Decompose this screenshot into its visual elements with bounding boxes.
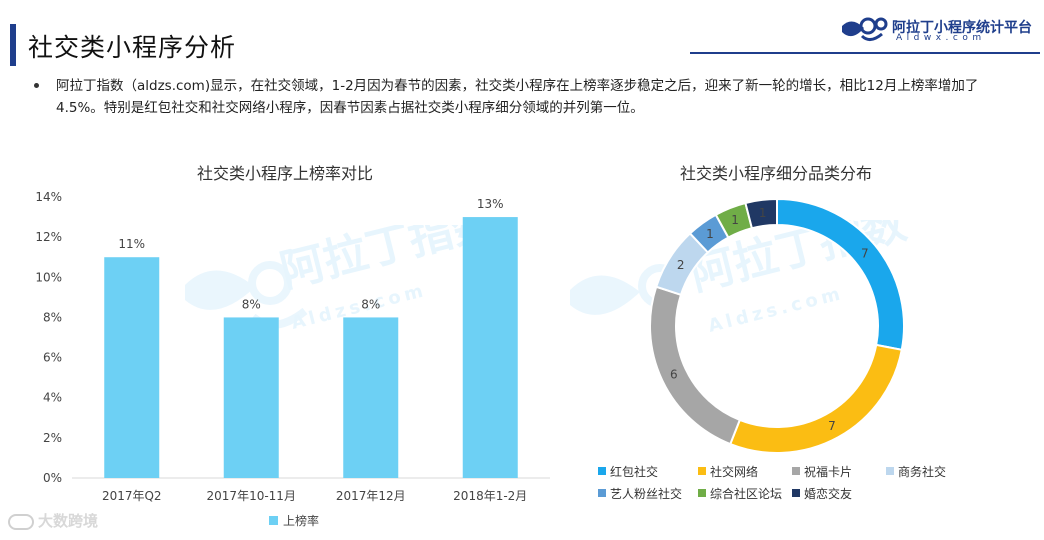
slice-data-label: 6 (670, 368, 678, 382)
x-tick-label: 2017年12月 (336, 489, 406, 503)
slice-data-label: 1 (731, 213, 739, 227)
y-tick-label: 12% (35, 230, 62, 244)
bar-chart: 0% 2% 4% 6% 8% 10% 12% 14% 11% 2017年Q2 8% 2017年10-1… (35, 190, 550, 528)
cloud-icon (8, 513, 34, 530)
donut-chart-title: 社交类小程序细分品类分布 (680, 164, 873, 183)
bar-data-label: 8% (361, 297, 380, 311)
y-tick-label: 2% (43, 431, 62, 445)
summary-text: 阿拉丁指数（aldzs.com)显示，在社交领域，1-2月因为春节的因素，社交类… (56, 78, 979, 116)
slice-data-label: 1 (706, 227, 714, 241)
bar-chart-title: 社交类小程序上榜率对比 (197, 164, 374, 183)
donut-slice (649, 285, 742, 446)
legend-swatch (269, 516, 278, 525)
legend-swatch (886, 467, 894, 475)
slice-data-label: 2 (677, 258, 685, 272)
y-tick-label: 0% (43, 471, 62, 485)
bottom-watermark-text: 大数跨境 (38, 512, 99, 530)
page-title: 社交类小程序分析 (28, 33, 237, 62)
legend-label: 上榜率 (283, 513, 319, 528)
legend-swatch (792, 467, 800, 475)
legend-label: 社交网络 (710, 464, 758, 479)
bar (462, 217, 518, 479)
legend-swatch (598, 467, 606, 475)
legend-swatch (598, 489, 606, 497)
legend-label: 祝福卡片 (804, 464, 852, 479)
legend-swatch (698, 489, 706, 497)
x-tick-label: 2018年1-2月 (453, 489, 527, 503)
bar (104, 257, 160, 478)
y-tick-label: 8% (43, 310, 62, 324)
legend-label: 婚恋交友 (804, 486, 852, 501)
legend-label: 艺人粉丝社交 (610, 486, 682, 501)
bottom-watermark: 大数跨境 (8, 510, 98, 531)
x-tick-label: 2017年10-11月 (207, 489, 296, 503)
legend-swatch (792, 489, 800, 497)
bar (223, 317, 279, 478)
header-divider (690, 52, 1040, 54)
bar-data-label: 8% (242, 297, 261, 311)
slice-data-label: 7 (861, 246, 869, 260)
bar-data-label: 11% (118, 237, 145, 251)
legend-label: 综合社区论坛 (710, 486, 782, 501)
y-tick-label: 14% (35, 190, 62, 204)
y-tick-label: 10% (35, 270, 62, 284)
donut-slice (744, 197, 778, 230)
legend-swatch (698, 467, 706, 475)
y-tick-label: 6% (43, 351, 62, 365)
x-tick-label: 2017年Q2 (102, 489, 162, 503)
brand-name: 阿拉丁小程序统计平台 (892, 20, 1032, 36)
bar-data-label: 13% (477, 197, 504, 211)
legend-label: 商务社交 (898, 464, 946, 479)
bullet-icon (34, 83, 39, 88)
bar (343, 317, 399, 478)
donut-slice (728, 343, 903, 454)
y-tick-label: 4% (43, 391, 62, 405)
slice-data-label: 7 (828, 419, 836, 433)
title-accent-bar (10, 24, 16, 66)
brand-mascot-icon (842, 17, 888, 41)
legend-label: 红包社交 (610, 464, 658, 479)
slice-data-label: 1 (759, 206, 767, 220)
brand-url: Aldwx.com (896, 33, 986, 43)
donut-slice (776, 197, 905, 351)
brand-logo: 阿拉丁小程序统计平台 Aldwx.com (838, 12, 1038, 46)
